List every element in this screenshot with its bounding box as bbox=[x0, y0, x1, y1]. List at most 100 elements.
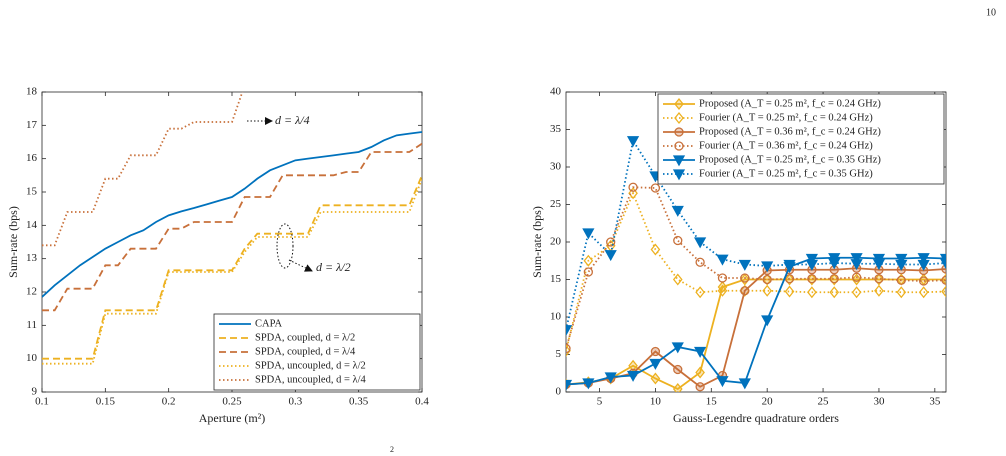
marker bbox=[649, 358, 662, 370]
marker bbox=[851, 272, 862, 282]
marker bbox=[650, 346, 661, 357]
series-line bbox=[42, 131, 422, 298]
x-tick-label: 35 bbox=[929, 396, 941, 408]
marker bbox=[783, 259, 796, 271]
x-tick-label: 0.1 bbox=[35, 396, 49, 408]
marker bbox=[850, 253, 863, 265]
caption-fragment: 2 bbox=[390, 445, 394, 454]
legend-label: SPDA, uncoupled, d = λ/2 bbox=[255, 360, 366, 371]
marker bbox=[850, 259, 863, 271]
marker bbox=[762, 274, 772, 285]
legend: CAPA SPDA, coupled, d = λ/2 SPDA, coupled,… bbox=[213, 313, 421, 391]
legend-label: Proposed (A_T = 0.36 m², f_c = 0.24 GHz) bbox=[699, 126, 881, 137]
marker bbox=[717, 284, 728, 297]
y-tick-label: 10 bbox=[550, 311, 562, 323]
series-line bbox=[566, 138, 946, 330]
x-tick-label: 20 bbox=[762, 396, 774, 408]
legend-label: SPDA, coupled, d = λ/2 bbox=[255, 332, 355, 343]
annotation-arrow bbox=[288, 259, 313, 272]
x-tick-label: 25 bbox=[818, 396, 830, 408]
x-tick-label: 5 bbox=[597, 396, 603, 408]
x-tick-label: 0.25 bbox=[222, 396, 242, 408]
y-tick-label: 20 bbox=[550, 236, 562, 248]
marker bbox=[918, 286, 929, 299]
marker bbox=[738, 378, 751, 390]
marker bbox=[650, 183, 661, 193]
y-tick-label: 30 bbox=[550, 161, 562, 173]
marker bbox=[674, 127, 684, 137]
legend: Proposed (A_T = 0.25 m², f_c = 0.24 GHz)… bbox=[657, 93, 945, 185]
marker bbox=[672, 273, 683, 286]
series-layer bbox=[566, 136, 946, 392]
marker bbox=[582, 378, 595, 390]
marker bbox=[566, 344, 571, 357]
marker bbox=[740, 286, 750, 296]
x-tick-label: 30 bbox=[873, 396, 885, 408]
marker bbox=[628, 187, 638, 200]
y-axis-label: Sum-rate (bps) bbox=[530, 206, 544, 278]
marker bbox=[784, 274, 795, 284]
marker bbox=[872, 259, 886, 271]
legend-box bbox=[657, 93, 945, 185]
series-line bbox=[42, 92, 244, 247]
marker bbox=[941, 285, 946, 298]
series-line bbox=[566, 256, 946, 386]
marker bbox=[694, 346, 707, 358]
marker bbox=[716, 254, 729, 266]
x-tick-label: 10 bbox=[650, 396, 662, 408]
marker bbox=[650, 372, 661, 385]
chart: 0.1 0.15 0.2 0.25 0.3 0.35 0.4 9 10 11 12 13 14 15 16 1… bbox=[6, 86, 430, 425]
annotation-ellipse bbox=[276, 223, 294, 269]
legend-label: SPDA, uncoupled, d = λ/4 bbox=[255, 374, 367, 385]
marker bbox=[650, 243, 661, 256]
marker bbox=[671, 342, 684, 354]
marker bbox=[872, 253, 886, 265]
marker bbox=[939, 258, 946, 270]
marker bbox=[695, 382, 705, 392]
y-tick-label: 15 bbox=[26, 186, 38, 198]
marker bbox=[674, 111, 684, 125]
marker bbox=[672, 169, 686, 181]
marker bbox=[717, 273, 728, 283]
y-tick-label: 17 bbox=[26, 119, 38, 131]
x-tick-label: 0.35 bbox=[349, 396, 369, 408]
y-tick-label: 18 bbox=[26, 86, 38, 98]
legend-label: Fourier (A_T = 0.25 m², f_c = 0.35 GHz) bbox=[699, 168, 873, 179]
marker bbox=[695, 286, 705, 299]
marker bbox=[829, 274, 839, 284]
y-tick-label: 25 bbox=[550, 198, 562, 210]
marker bbox=[628, 182, 638, 192]
marker bbox=[673, 235, 683, 246]
legend-label: Fourier (A_T = 0.25 m², f_c = 0.24 GHz) bbox=[699, 112, 873, 123]
y-tick-label: 14 bbox=[26, 219, 38, 231]
y-tick-label: 35 bbox=[550, 123, 562, 135]
series-layer bbox=[42, 92, 422, 365]
marker bbox=[674, 97, 684, 111]
legend-label: Proposed (A_T = 0.25 m², f_c = 0.35 GHz) bbox=[699, 154, 881, 165]
marker bbox=[807, 274, 817, 284]
y-tick-label: 16 bbox=[26, 152, 38, 164]
legend-label: SPDA, coupled, d = λ/4 bbox=[255, 346, 356, 357]
legend-box bbox=[213, 313, 421, 391]
marker bbox=[807, 286, 817, 299]
marker bbox=[829, 265, 839, 275]
annotation: d = λ/2 bbox=[316, 260, 351, 274]
chart: 5 10 15 20 25 30 35 0 5 10 15 20 25 30 35 40 Gauss-Legen… bbox=[530, 86, 947, 425]
marker bbox=[829, 286, 840, 299]
legend-label: Proposed (A_T = 0.25 m², f_c = 0.24 GHz) bbox=[699, 98, 881, 109]
marker bbox=[896, 275, 906, 285]
marker bbox=[851, 273, 862, 286]
marker bbox=[583, 267, 594, 277]
page-number: 10 bbox=[986, 7, 996, 18]
y-tick-label: 13 bbox=[26, 252, 38, 264]
marker bbox=[582, 228, 595, 240]
marker bbox=[694, 237, 707, 249]
x-tick-label: 0.4 bbox=[415, 396, 429, 408]
marker bbox=[761, 315, 774, 327]
marker bbox=[805, 253, 818, 265]
x-axis-label: Aperture (m²) bbox=[199, 411, 266, 425]
x-axis-label: Gauss-Legendre quadrature orders bbox=[673, 411, 839, 425]
y-tick-label: 11 bbox=[26, 319, 37, 331]
marker bbox=[628, 359, 638, 372]
marker bbox=[784, 285, 795, 298]
